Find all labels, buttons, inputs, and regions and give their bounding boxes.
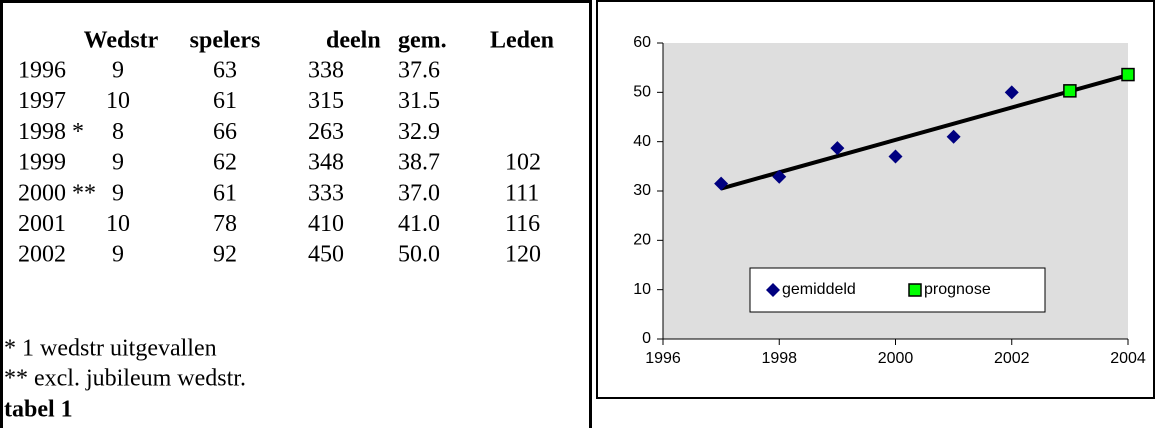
table-cell: 37.6 bbox=[398, 58, 440, 84]
table-cell: 315 bbox=[308, 88, 344, 114]
table-cell: 1999 bbox=[18, 150, 66, 176]
table-note: ** excl. jubileum wedstr. bbox=[4, 366, 246, 392]
y-tick-label: 10 bbox=[633, 281, 651, 298]
column-header: Wedstr bbox=[84, 28, 159, 54]
square-marker bbox=[1063, 84, 1077, 98]
x-tick-label: 1996 bbox=[645, 350, 681, 367]
table-cell: 450 bbox=[308, 242, 344, 268]
table-cell: 1998 * bbox=[18, 119, 84, 145]
column-header: Leden bbox=[490, 28, 554, 54]
table-cell: 9 bbox=[112, 58, 124, 84]
table-cell: 9 bbox=[112, 150, 124, 176]
table-cell: 8 bbox=[112, 119, 124, 145]
y-tick-label: 40 bbox=[633, 133, 651, 150]
column-header: deeln bbox=[326, 28, 381, 54]
table-cell: 111 bbox=[505, 180, 539, 206]
table-cell: 50.0 bbox=[398, 242, 440, 268]
table-cell: 9 bbox=[112, 180, 124, 206]
table-cell: 31.5 bbox=[398, 88, 440, 114]
table-cell: 61 bbox=[213, 88, 237, 114]
table-cell: 2000 ** bbox=[18, 180, 96, 206]
table-cell: 10 bbox=[106, 211, 130, 237]
diamond-marker bbox=[888, 149, 903, 164]
y-tick-label: 60 bbox=[633, 34, 651, 51]
table-cell: 120 bbox=[505, 242, 541, 268]
table-cell: 333 bbox=[308, 180, 344, 206]
x-tick-label: 2002 bbox=[994, 350, 1030, 367]
table-cell: 102 bbox=[505, 150, 541, 176]
table-cell: 92 bbox=[213, 242, 237, 268]
legend-label: prognose bbox=[924, 281, 991, 298]
x-tick-label: 2004 bbox=[1110, 350, 1146, 367]
table-cell: 38.7 bbox=[398, 150, 440, 176]
table-cell: 348 bbox=[308, 150, 344, 176]
column-header: spelers bbox=[190, 28, 261, 54]
column-header: gem. bbox=[398, 28, 447, 54]
table-cell: 338 bbox=[308, 58, 344, 84]
table-cell: 2001 bbox=[18, 211, 66, 237]
x-tick-label: 2000 bbox=[878, 350, 914, 367]
table-cell: 78 bbox=[213, 211, 237, 237]
square-marker bbox=[1121, 67, 1135, 82]
legend-box bbox=[749, 267, 1046, 313]
table-cell: 263 bbox=[308, 119, 344, 145]
table: Wedstr spelers deeln gem. Leden 1996 9 63 338 37.… bbox=[0, 0, 592, 433]
table-note: * 1 wedstr uitgevallen bbox=[4, 336, 217, 362]
chart: 0 10 20 30 40 50 60 1996 1998 2000 2002 2004 gemidde… bbox=[596, 0, 1155, 399]
table-caption: tabel 1 bbox=[4, 397, 73, 423]
table-cell: 2002 bbox=[18, 242, 66, 268]
y-tick-label: 0 bbox=[642, 330, 651, 347]
diamond-marker bbox=[830, 141, 845, 156]
table-cell: 116 bbox=[505, 211, 540, 237]
y-tick-label: 50 bbox=[633, 84, 651, 101]
table-cell: 63 bbox=[213, 58, 237, 84]
table-cell: 1996 bbox=[18, 58, 66, 84]
trend-line bbox=[720, 73, 1129, 191]
table-cell: 410 bbox=[308, 211, 344, 237]
table-cell: 37.0 bbox=[398, 180, 440, 206]
legend-label: gemiddeld bbox=[782, 281, 856, 298]
diamond-marker bbox=[714, 176, 729, 191]
y-tick-label: 20 bbox=[633, 232, 651, 249]
table-border bbox=[0, 0, 592, 433]
table-cell: 1997 bbox=[18, 88, 66, 114]
table-cell: 32.9 bbox=[398, 119, 440, 145]
diamond-marker bbox=[1004, 85, 1019, 100]
diamond-marker bbox=[772, 169, 787, 184]
diamond-marker bbox=[766, 283, 780, 297]
table-cell: 62 bbox=[213, 150, 237, 176]
table-cell: 41.0 bbox=[398, 211, 440, 237]
square-marker bbox=[908, 283, 922, 297]
table-cell: 66 bbox=[213, 119, 237, 145]
x-tick-label: 1998 bbox=[761, 350, 797, 367]
table-cell: 61 bbox=[213, 180, 237, 206]
table-cell: 10 bbox=[106, 88, 130, 114]
table-cell: 9 bbox=[112, 242, 124, 268]
diamond-marker bbox=[946, 129, 961, 144]
y-tick-label: 30 bbox=[633, 182, 651, 199]
